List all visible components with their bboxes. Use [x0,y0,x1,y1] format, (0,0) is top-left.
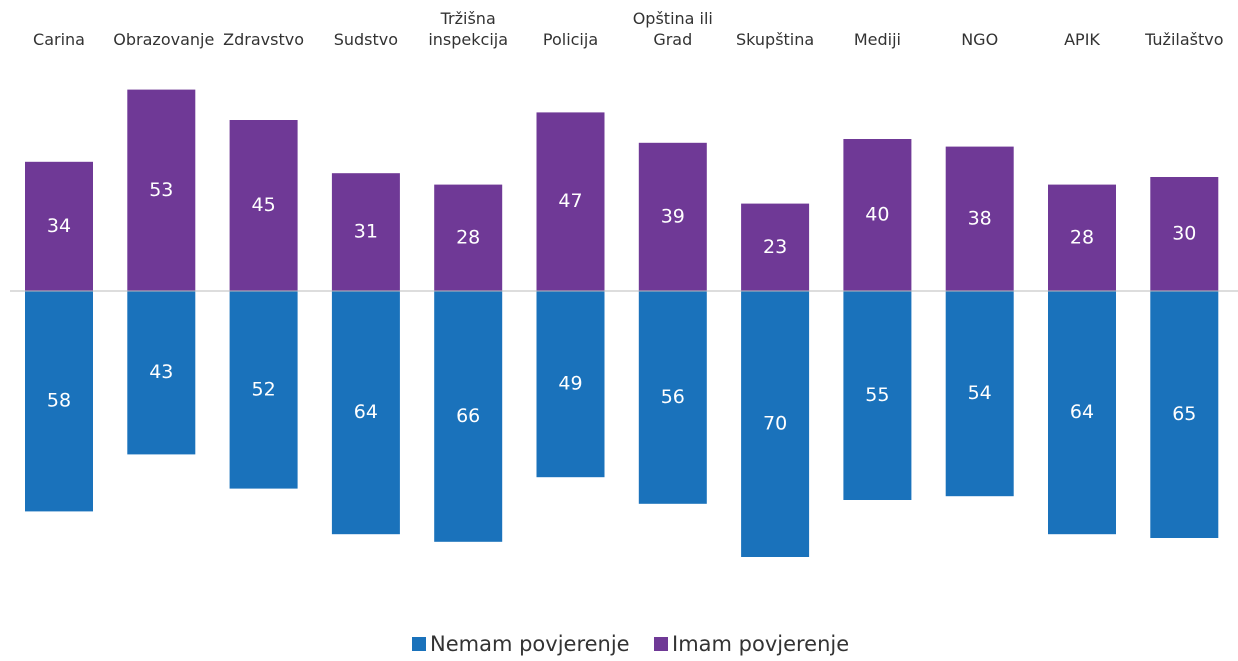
bar [945,291,1014,497]
value-label: 49 [558,373,582,395]
value-label: 43 [149,361,173,383]
bar [127,291,196,455]
bar [127,89,196,291]
category-label: NGO [961,30,999,49]
value-label: 65 [1172,403,1196,425]
category-label: Carina [33,30,85,49]
bar [331,291,400,535]
legend-label: Nemam povjerenje [430,632,630,656]
legend-item: Nemam povjerenje [412,632,630,656]
bar [25,161,93,291]
value-label: 40 [865,204,889,226]
category-label: Mediji [853,30,901,49]
category-label: APIK [1064,30,1100,49]
value-label: 31 [354,221,378,243]
bar [638,291,707,504]
value-label: 55 [865,384,889,406]
category-label: Sudstvo [333,30,399,49]
value-label: 52 [252,378,276,400]
bar [25,291,93,512]
value-label: 28 [1070,226,1094,248]
bar [229,291,298,489]
value-label: 30 [1172,223,1196,245]
bar [536,291,605,478]
value-label: 28 [456,226,480,248]
value-label: 47 [558,190,582,212]
category-label: Tužilaštvo [1145,30,1224,49]
bar [945,146,1014,291]
bar [1048,291,1116,535]
bar [434,291,503,542]
category-label: Skupština [735,30,815,49]
value-label: 70 [763,413,787,435]
value-label: 23 [763,236,787,258]
bar [638,142,707,291]
bar [843,139,912,291]
legend-item: Imam povjerenje [654,632,849,656]
category-label: Zdravstvo [223,30,305,49]
value-label: 64 [354,401,378,423]
value-label: 34 [47,215,71,237]
bar [741,291,810,557]
value-label: 45 [252,194,276,216]
bar [1150,291,1219,538]
category-label: Obrazovanje [113,30,215,49]
legend-swatch [412,637,426,651]
bar [741,203,810,291]
value-label: 66 [456,405,480,427]
bar [434,184,503,291]
bar [1048,184,1116,291]
value-label: 54 [968,382,992,404]
bar [536,112,605,292]
legend-label: Imam povjerenje [672,632,850,656]
bar [229,120,298,291]
value-label: 39 [661,205,685,227]
value-label: 64 [1070,401,1094,423]
legend-swatch [654,637,668,651]
category-label: Tržišna inspekcija [428,9,509,49]
value-label: 58 [47,390,71,412]
value-label: 56 [661,386,685,408]
category-label: Opština ili Grad [632,9,713,49]
category-label: Policija [542,30,599,49]
bar [843,291,912,500]
value-label: 53 [149,179,173,201]
bar [331,173,400,291]
bar [1150,177,1219,291]
value-label: 38 [968,207,992,229]
